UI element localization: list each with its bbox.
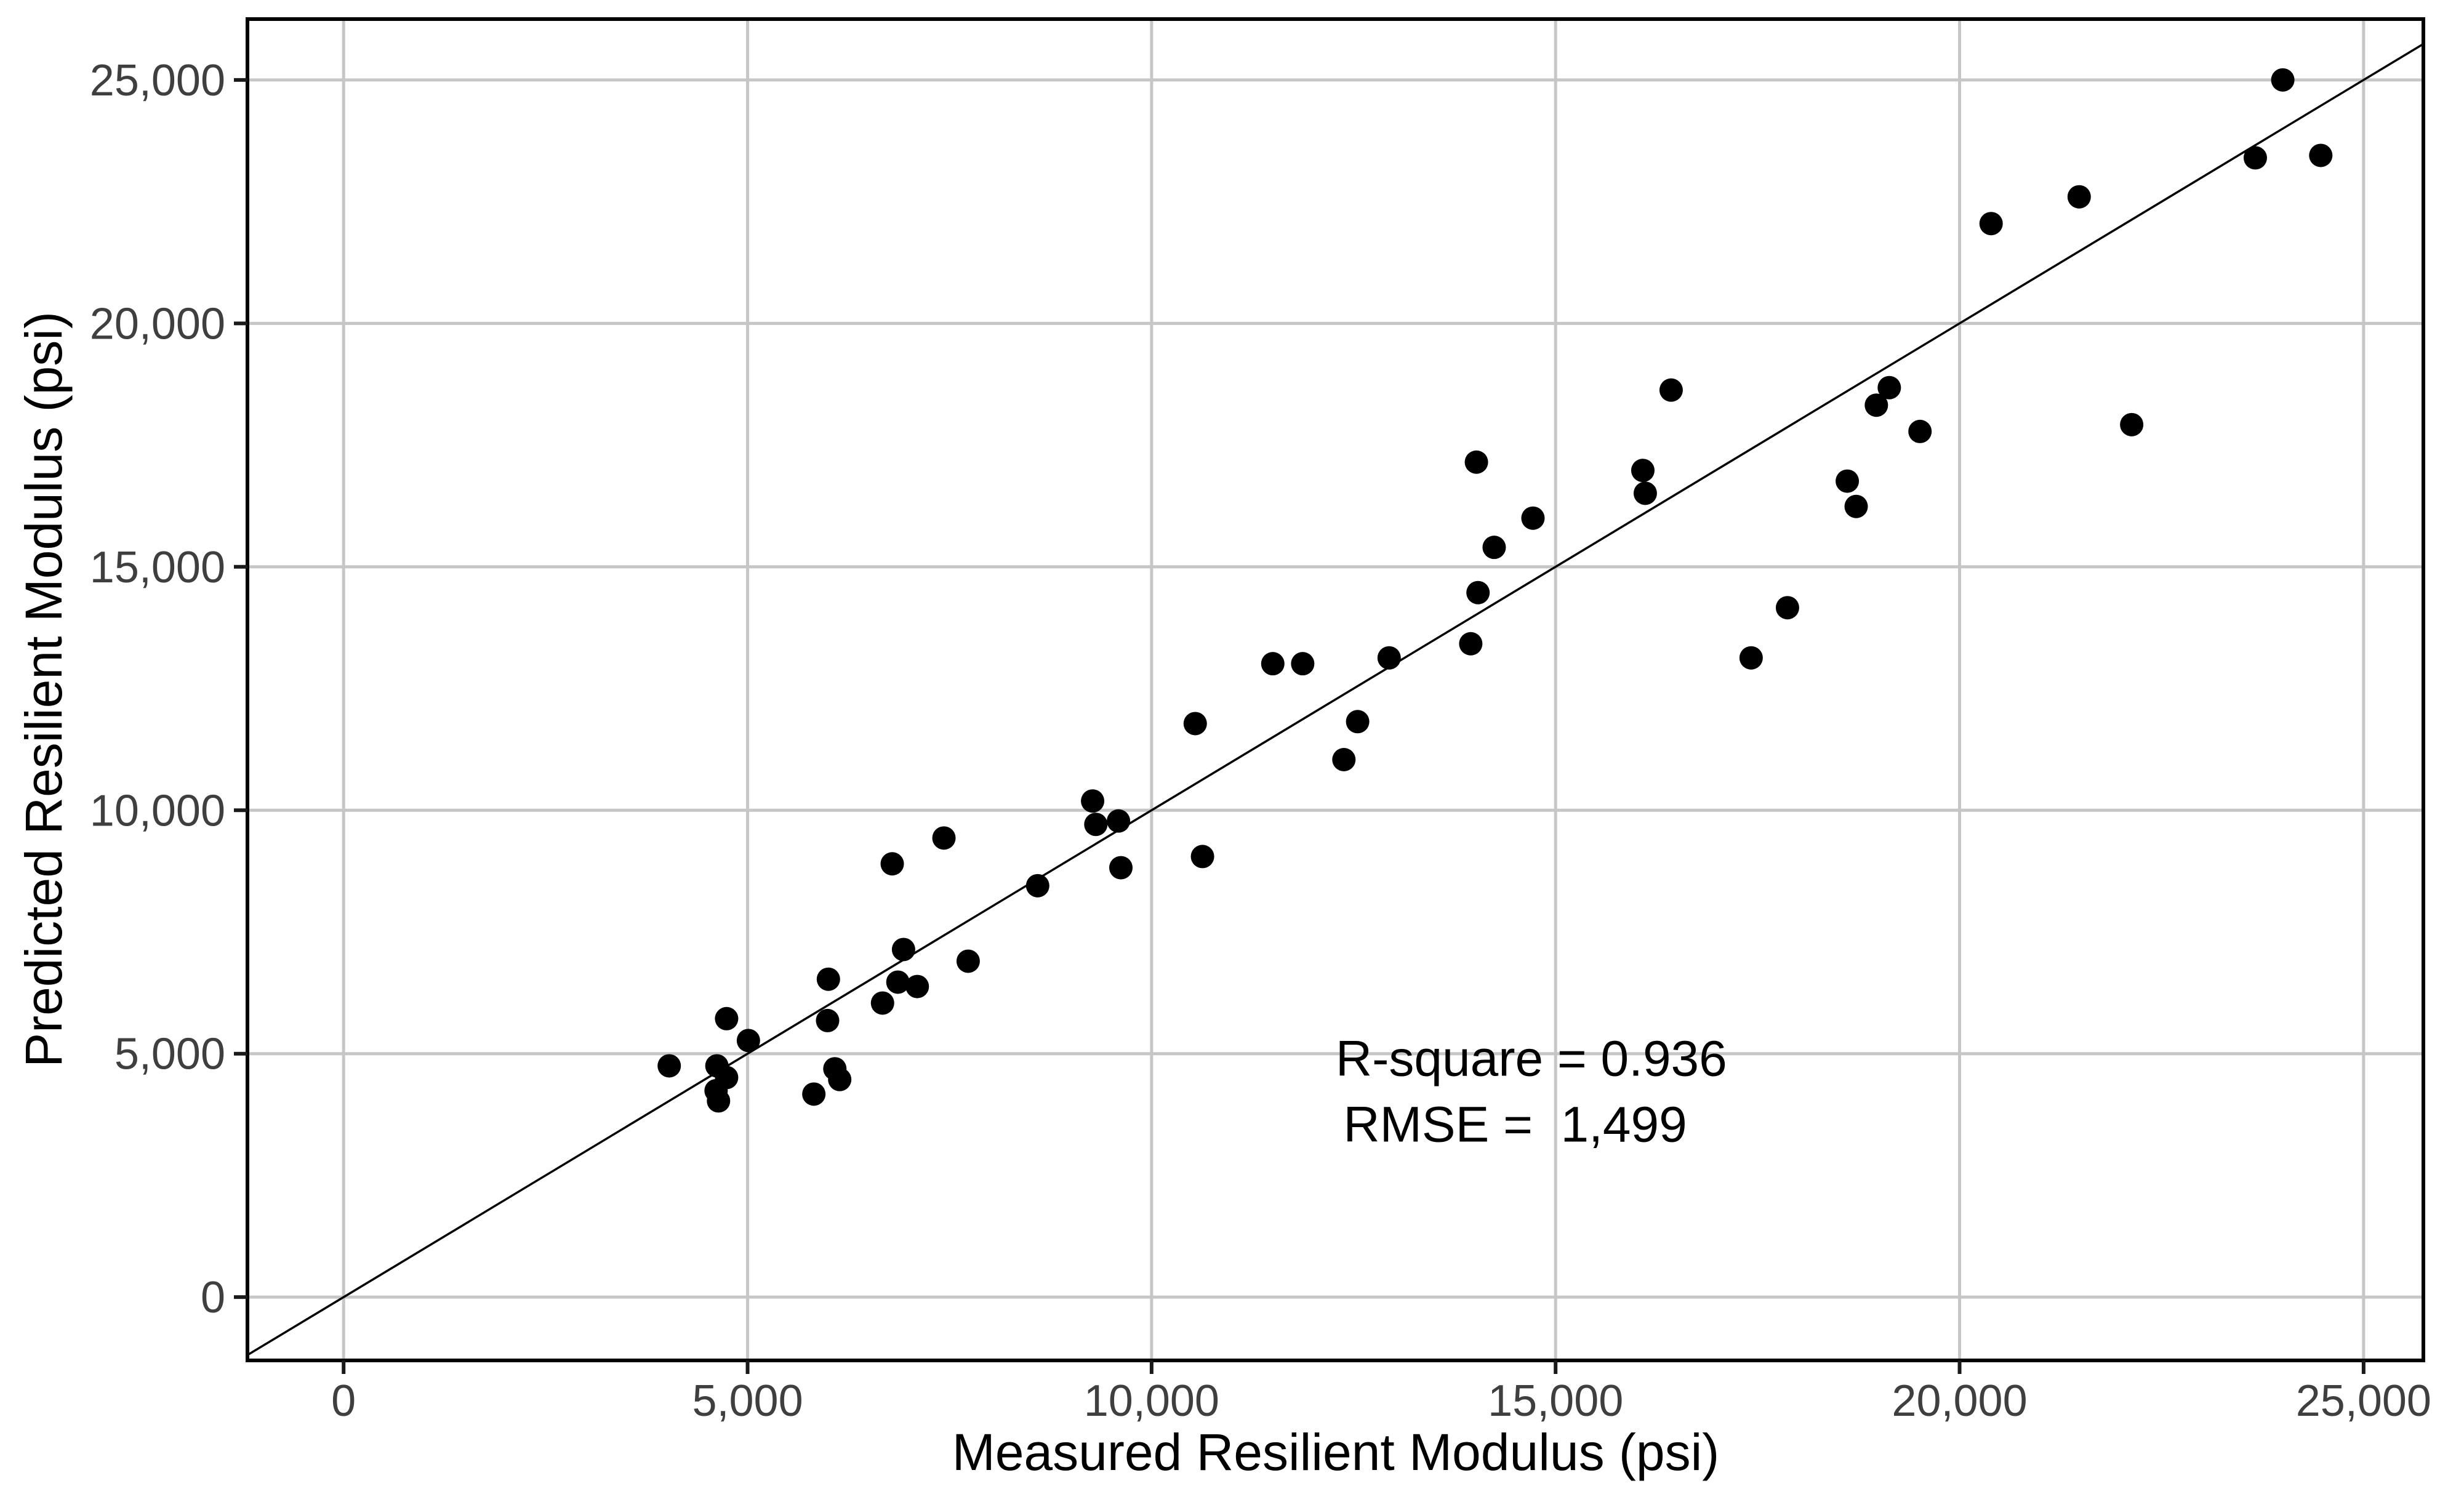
y-axis-title: Predicted Resilient Modulus (psi) bbox=[15, 311, 73, 1067]
data-point bbox=[707, 1089, 731, 1113]
data-point bbox=[886, 970, 910, 994]
data-point bbox=[1633, 481, 1657, 505]
x-axis-title: Measured Resilient Modulus (psi) bbox=[952, 1423, 1720, 1481]
y-tick-label: 15,000 bbox=[90, 543, 225, 592]
data-point bbox=[2309, 143, 2333, 167]
data-point bbox=[1877, 376, 1901, 400]
data-point bbox=[1466, 580, 1490, 604]
data-point bbox=[2120, 412, 2144, 436]
y-tick-label: 20,000 bbox=[90, 299, 225, 348]
data-point bbox=[736, 1029, 760, 1053]
data-point bbox=[657, 1054, 681, 1078]
data-point bbox=[1775, 596, 1799, 620]
data-point bbox=[1844, 494, 1868, 518]
data-point bbox=[1025, 874, 1049, 898]
identity-line bbox=[247, 42, 2424, 1356]
data-point bbox=[816, 1008, 840, 1032]
data-point bbox=[1739, 646, 1763, 670]
x-tick-label: 0 bbox=[331, 1376, 356, 1426]
data-point bbox=[1261, 652, 1285, 676]
plot-frame bbox=[246, 17, 2425, 1362]
x-tick-label: 20,000 bbox=[1892, 1376, 2027, 1426]
data-point bbox=[1346, 710, 1370, 734]
axis-tick-labels: 0 5,000 10,000 15,000 20,000 25,000 0 5,000 10,0… bbox=[90, 56, 2431, 1426]
data-point bbox=[932, 826, 956, 850]
y-tick-label: 25,000 bbox=[90, 56, 225, 105]
data-point bbox=[802, 1082, 826, 1106]
data-point bbox=[956, 949, 980, 973]
data-point bbox=[1291, 652, 1315, 676]
y-tick-label: 0 bbox=[201, 1273, 225, 1322]
data-point bbox=[891, 938, 915, 962]
data-point bbox=[2271, 68, 2295, 92]
data-point bbox=[1183, 712, 1207, 736]
data-point bbox=[1107, 809, 1131, 833]
y-tick-label: 5,000 bbox=[114, 1030, 225, 1079]
data-point bbox=[1084, 813, 1108, 837]
data-points bbox=[657, 68, 2333, 1113]
data-point bbox=[1377, 646, 1401, 670]
data-point bbox=[1864, 393, 1888, 417]
axis-ticks bbox=[234, 78, 2366, 1374]
data-point bbox=[1190, 845, 1214, 869]
stats-annotations: R-square = 0.936 RMSE = 1,499 bbox=[1336, 1031, 1727, 1153]
annotation-text: RMSE = 1,499 bbox=[1343, 1096, 1687, 1152]
data-point bbox=[1459, 632, 1483, 656]
data-point bbox=[715, 1006, 739, 1030]
data-point bbox=[1521, 506, 1545, 530]
data-point bbox=[1908, 419, 1932, 443]
data-point bbox=[828, 1067, 852, 1091]
x-tick-label: 15,000 bbox=[1488, 1376, 1623, 1426]
x-tick-label: 10,000 bbox=[1084, 1376, 1219, 1426]
data-point bbox=[905, 974, 929, 998]
data-point bbox=[880, 852, 904, 876]
data-point bbox=[1081, 789, 1105, 813]
data-point bbox=[2067, 185, 2091, 209]
identity-line-group bbox=[247, 42, 2424, 1356]
data-point bbox=[870, 991, 894, 1015]
data-point bbox=[1482, 536, 1506, 560]
data-point bbox=[816, 967, 840, 991]
data-point bbox=[2243, 146, 2267, 170]
data-point bbox=[1979, 212, 2003, 236]
data-point bbox=[1109, 856, 1133, 880]
data-point bbox=[1659, 378, 1683, 402]
annotation-text: R-square = 0.936 bbox=[1336, 1031, 1727, 1087]
data-point bbox=[1464, 450, 1488, 474]
data-point bbox=[1332, 747, 1356, 771]
x-tick-label: 5,000 bbox=[692, 1376, 803, 1426]
data-point bbox=[1836, 469, 1860, 493]
x-tick-label: 25,000 bbox=[2296, 1376, 2431, 1426]
y-tick-label: 10,000 bbox=[90, 786, 225, 835]
gridlines bbox=[247, 19, 2423, 1360]
data-point bbox=[1631, 459, 1655, 483]
